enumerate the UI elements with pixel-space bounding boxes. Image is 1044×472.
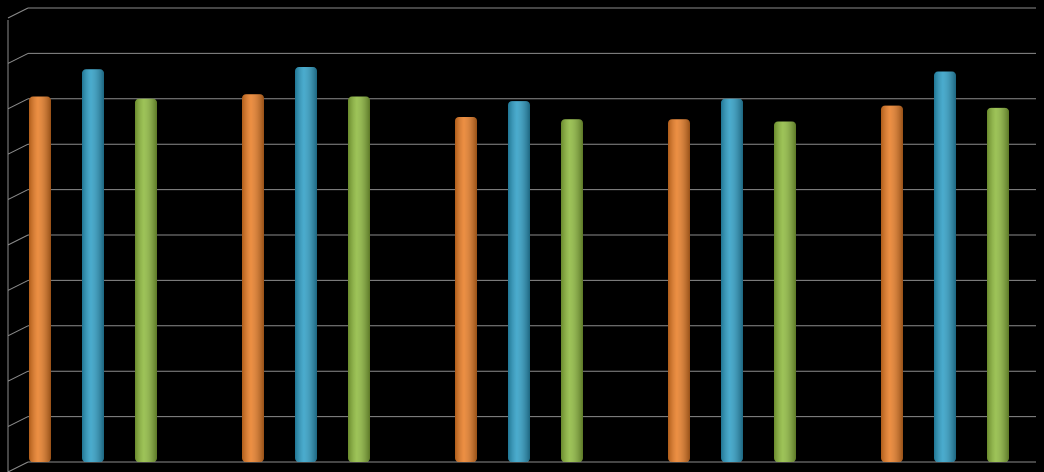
grid-line-depth: [7, 325, 29, 337]
grid-line-depth: [7, 279, 29, 291]
bar-shine: [987, 107, 1009, 462]
bar-shine: [135, 98, 157, 463]
bar-shine: [881, 105, 903, 463]
grid-line-depth: [7, 416, 29, 428]
bar-shine: [455, 116, 477, 463]
bar-shine: [295, 67, 317, 463]
bar-shine: [348, 96, 370, 462]
bar-shine: [561, 119, 583, 462]
bar-shine: [82, 69, 104, 462]
grid-line-depth: [7, 370, 29, 382]
grid-line-depth: [7, 461, 29, 472]
grid-line-depth: [7, 98, 29, 110]
grid-line-depth: [7, 7, 29, 19]
grid-line-depth: [7, 189, 29, 201]
grid-line-depth: [7, 143, 29, 155]
bar-shine: [774, 121, 796, 462]
bar-shine: [29, 96, 51, 462]
bar-shine: [934, 71, 956, 462]
grid-line-depth: [7, 52, 29, 64]
bar-shine: [242, 94, 264, 462]
bar-shine: [721, 98, 743, 463]
bar-shine: [668, 119, 690, 462]
grid-line-depth: [7, 234, 29, 246]
bar-shine: [508, 101, 530, 462]
